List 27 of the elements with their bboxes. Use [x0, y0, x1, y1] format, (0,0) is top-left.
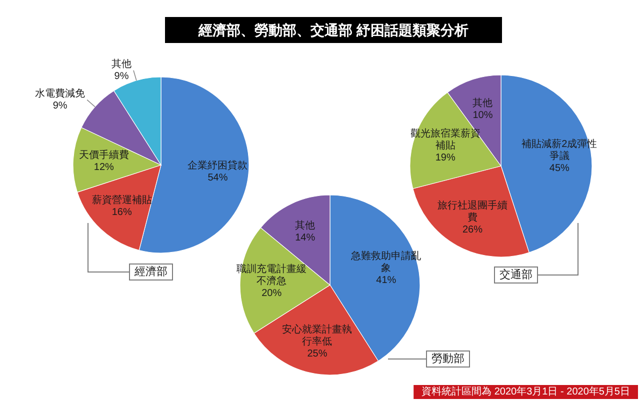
slice-label: 天價手續費	[78, 148, 129, 161]
slice-label: 水電費減免	[35, 87, 86, 100]
data-label: 10%	[472, 110, 493, 122]
data-label: 14%	[295, 232, 316, 244]
data-label: 20%	[262, 288, 282, 299]
text: 勞動部	[432, 352, 464, 365]
data-label: 9%	[114, 70, 129, 82]
data-label: 12%	[94, 162, 114, 173]
data-label: 19%	[435, 152, 456, 164]
data-label: 9%	[52, 100, 68, 112]
text: 交通部	[500, 268, 532, 281]
slice-label: 旅行社退團手續費	[438, 199, 508, 224]
text: 資料統計區間為 2020年3月1日 - 2020年5月5日	[422, 386, 630, 398]
data-label: 54%	[208, 172, 228, 184]
slice-label: 安心就業計畫執行率低	[282, 324, 352, 348]
text: 經濟部、勞動部、交通部 紓困話題類聚分析	[198, 22, 468, 38]
text: 經濟部	[134, 265, 168, 278]
slice-label: 其他	[112, 58, 132, 70]
slice-label: 其他	[295, 220, 316, 232]
data-label: 41%	[376, 275, 396, 286]
slice-label: 其他	[472, 97, 493, 110]
data-label: 25%	[307, 348, 328, 360]
slice-label: 薪資營運補貼	[92, 194, 152, 206]
slice-label: 企業紓困貸款	[188, 160, 248, 172]
data-label: 45%	[549, 163, 570, 174]
data-label: 26%	[462, 224, 483, 236]
data-label: 16%	[112, 207, 132, 218]
